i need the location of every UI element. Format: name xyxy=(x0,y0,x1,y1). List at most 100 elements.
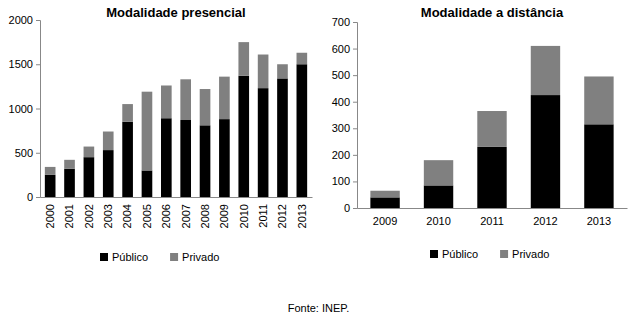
axis-line xyxy=(41,197,313,198)
tick: 2011 xyxy=(257,197,269,228)
tick-label: 2009 xyxy=(218,204,230,228)
legend-label: Público xyxy=(442,248,478,260)
tick: 2011 xyxy=(480,208,504,227)
bar xyxy=(45,167,56,175)
tick-mark xyxy=(353,102,357,103)
bar xyxy=(161,85,172,118)
tick-label: 0 xyxy=(344,202,350,214)
bar xyxy=(103,132,114,151)
tick: 1000 xyxy=(9,103,40,115)
series xyxy=(370,95,613,208)
tick-label: 2001 xyxy=(63,204,75,228)
chart-title: Modalidade a distância xyxy=(421,5,564,20)
tick-label: 2011 xyxy=(480,215,504,227)
bar xyxy=(277,64,288,78)
legend-swatch xyxy=(430,250,438,258)
tick-mark xyxy=(353,155,357,156)
bar xyxy=(84,147,95,158)
tick-label: 700 xyxy=(332,16,350,28)
tick-label: 2010 xyxy=(238,204,250,228)
bar xyxy=(122,122,133,197)
tick-label: 400 xyxy=(332,96,350,108)
tick: 600 xyxy=(332,43,357,55)
legend: Público Privado xyxy=(100,251,219,263)
tick-mark xyxy=(353,75,357,76)
y-axis: 0500100015002000 xyxy=(9,14,41,203)
chart: Modalidade presencial0500100015002000200… xyxy=(9,5,313,263)
tick: 2013 xyxy=(587,208,611,227)
tick-label: 600 xyxy=(332,43,350,55)
caption: Fonte: INEP. xyxy=(288,302,350,314)
chart-title: Modalidade presencial xyxy=(106,5,245,20)
bar xyxy=(84,157,95,197)
tick: 2010 xyxy=(238,197,250,228)
tick-label: 2013 xyxy=(587,215,611,227)
bar xyxy=(142,92,153,171)
legend-label: Privado xyxy=(182,251,219,263)
legend-item: Público xyxy=(100,251,148,263)
tick: 100 xyxy=(332,175,357,187)
tick: 2009 xyxy=(218,197,230,228)
tick: 2008 xyxy=(199,197,211,228)
tick-label: 2000 xyxy=(9,14,33,26)
tick-label: 500 xyxy=(332,69,350,81)
bar xyxy=(238,42,249,76)
tick-label: 2004 xyxy=(121,204,133,228)
bar xyxy=(45,175,56,197)
bar xyxy=(180,79,191,120)
chart: Modalidade a distância010020030040050060… xyxy=(332,5,628,260)
tick: 2001 xyxy=(63,197,75,228)
tick-mark xyxy=(353,22,357,23)
plot-area xyxy=(45,42,307,197)
legend: Público Privado xyxy=(430,248,549,260)
tick-label: 300 xyxy=(332,122,350,134)
bar xyxy=(477,111,506,147)
bar xyxy=(258,55,269,89)
tick: 2012 xyxy=(533,208,557,227)
x-axis: 2000200120022003200420052006200720082009… xyxy=(41,197,313,228)
legend-item: Público xyxy=(430,248,478,260)
legend-label: Público xyxy=(112,251,148,263)
tick: 2000 xyxy=(44,197,56,228)
tick-mark xyxy=(353,49,357,50)
bar xyxy=(531,95,560,208)
tick-label: 2010 xyxy=(426,215,450,227)
tick-label: 100 xyxy=(332,175,350,187)
tick-label: 2013 xyxy=(296,204,308,228)
tick: 0 xyxy=(344,202,357,214)
bar xyxy=(370,197,399,208)
tick: 2013 xyxy=(296,197,308,228)
tick: 2004 xyxy=(121,197,133,228)
legend-item: Privado xyxy=(500,248,549,260)
tick: 2010 xyxy=(426,208,450,227)
bar xyxy=(219,77,230,119)
series xyxy=(370,46,613,197)
tick: 400 xyxy=(332,96,357,108)
bar xyxy=(122,104,133,122)
bar xyxy=(297,64,308,197)
tick: 0 xyxy=(27,191,40,203)
legend-label: Privado xyxy=(512,248,549,260)
tick-label: 500 xyxy=(15,147,33,159)
bar xyxy=(584,76,613,124)
series xyxy=(45,42,307,175)
tick-label: 2012 xyxy=(533,215,557,227)
bar xyxy=(477,147,506,208)
bar xyxy=(219,119,230,197)
bar xyxy=(258,88,269,197)
bar xyxy=(64,169,75,197)
bar xyxy=(277,78,288,197)
bar xyxy=(142,170,153,197)
axis-line xyxy=(36,21,41,198)
tick-mark xyxy=(353,128,357,129)
tick-mark xyxy=(353,208,357,209)
tick: 300 xyxy=(332,122,357,134)
bar xyxy=(238,76,249,197)
tick: 2006 xyxy=(160,197,172,228)
tick: 2009 xyxy=(373,208,397,227)
tick-mark xyxy=(36,197,40,198)
bar xyxy=(103,150,114,197)
tick: 2000 xyxy=(9,14,40,26)
legend-swatch xyxy=(100,253,108,261)
bar xyxy=(531,46,560,95)
